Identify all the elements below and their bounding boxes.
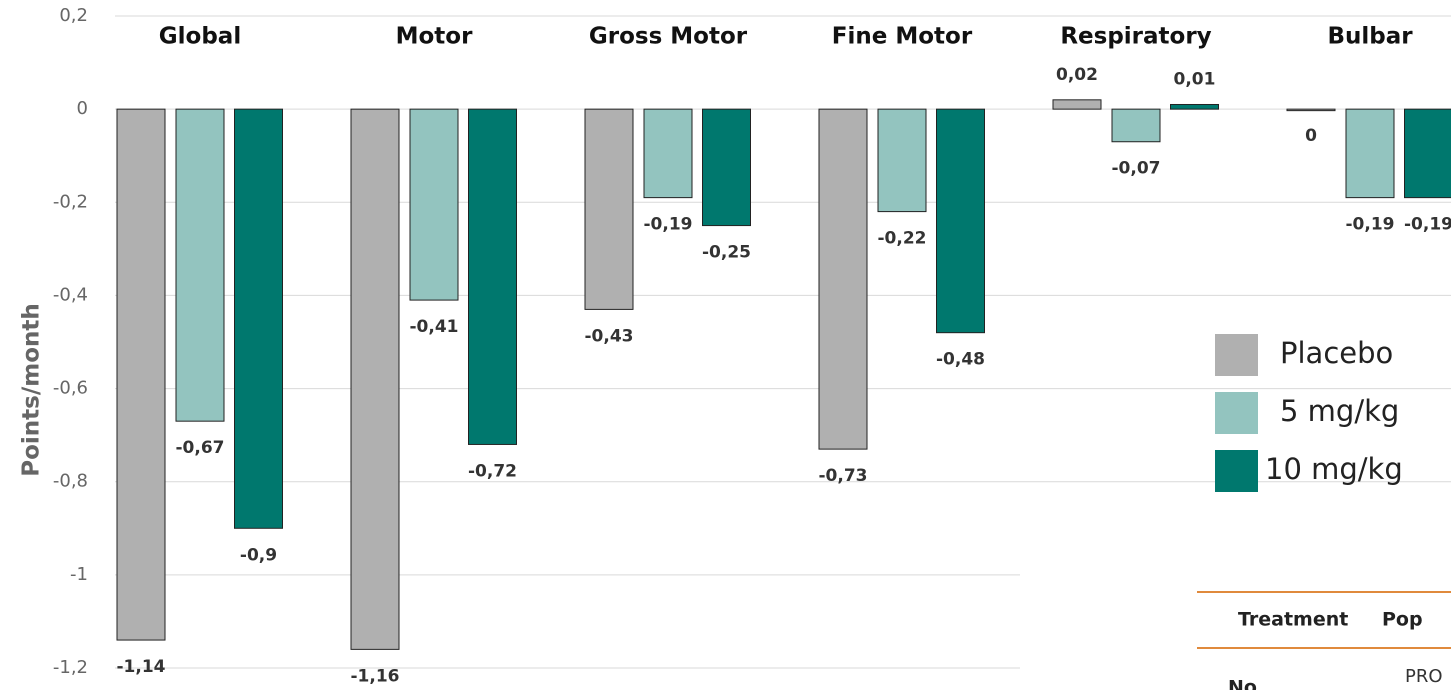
value-label: 0,02 [1056,65,1098,85]
category-label: Fine Motor [832,24,973,50]
value-label: -0,73 [819,466,868,486]
value-label: -1,16 [351,666,400,686]
value-label: -1,14 [117,657,166,677]
y-tick-label: 0 [77,98,88,119]
bar [877,108,927,213]
bar [936,108,985,334]
bar [1111,108,1161,143]
bar [584,108,634,310]
value-label: -0,19 [1346,215,1395,235]
table-background [1020,540,1451,690]
value-label: 0,01 [1174,69,1216,89]
value-label: -0,48 [936,350,985,370]
bar [1170,103,1219,110]
table-cell: No [1228,677,1257,690]
bar [1345,108,1395,199]
category-label: Gross Motor [589,24,748,50]
value-label: -0,43 [585,326,634,346]
y-tick-label: -0,8 [53,471,88,492]
bar [116,108,166,641]
y-tick-label: -1,2 [53,657,88,678]
value-label: 0 [1305,126,1317,146]
bar [468,108,517,445]
category-label: Global [159,24,241,50]
y-tick-label: -0,4 [53,284,88,305]
value-label: -0,22 [878,229,927,249]
bar [1404,108,1451,199]
bar [234,108,283,529]
legend-label: 5 mg/kg [1280,394,1399,428]
value-label: -0,07 [1112,159,1161,179]
legend-swatch [1215,334,1258,376]
legend-label: Placebo [1280,336,1393,370]
y-tick-label: -0,2 [53,191,88,212]
value-label: -0,25 [702,243,751,263]
bar [175,108,225,422]
category-label: Motor [396,24,473,50]
bar [818,108,868,450]
bar [702,108,751,227]
value-label: -0,41 [410,317,459,337]
value-label: -0,9 [240,545,277,565]
table-header: Treatment [1238,609,1348,631]
bar [1286,108,1336,112]
value-label: -0,67 [176,438,225,458]
y-tick-label: -1 [70,564,88,585]
y-axis-title: Points/month [19,303,45,477]
table-header: Pop [1382,609,1423,631]
legend-swatch [1215,450,1258,492]
value-label: -0,19 [1404,215,1451,235]
category-label: Bulbar [1327,24,1413,50]
y-tick-label: -0,6 [53,378,88,399]
category-label: Respiratory [1060,24,1211,50]
bar [350,108,400,650]
value-label: -0,72 [468,461,517,481]
bar [1052,99,1102,110]
table-cell: PRO [1405,666,1443,687]
value-label: -0,19 [644,215,693,235]
bar [643,108,693,199]
bar [409,108,459,301]
y-tick-label: 0,2 [59,5,88,26]
legend-swatch [1215,392,1258,434]
legend-label: 10 mg/kg [1265,452,1403,486]
